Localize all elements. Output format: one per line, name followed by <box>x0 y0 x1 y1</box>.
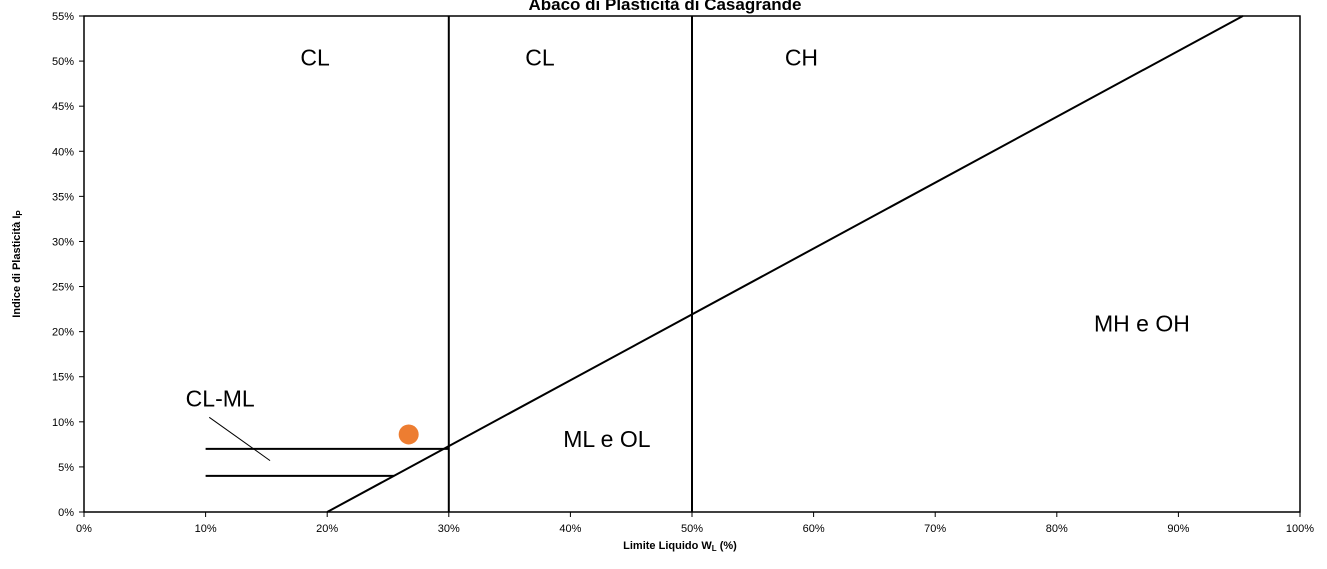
x-tick-label: 10% <box>195 523 217 535</box>
cl-ml-leader-line <box>208 416 271 462</box>
x-tick-label: 20% <box>316 523 338 535</box>
x-axis-title: Limite Liquido WL (%) <box>623 540 737 553</box>
region-label: CH <box>785 45 818 71</box>
y-tick-label: 55% <box>52 11 74 23</box>
y-axis-title: Indice di Plasticità IP <box>11 210 24 318</box>
y-tick-label: 45% <box>52 101 74 113</box>
y-tick-label: 35% <box>52 191 74 203</box>
y-tick-label: 15% <box>52 372 74 384</box>
y-tick-label: 5% <box>58 462 74 474</box>
x-tick-label: 40% <box>559 523 581 535</box>
x-tick-label: 0% <box>76 523 92 535</box>
x-tick-label: 50% <box>681 523 703 535</box>
y-tick-label: 40% <box>52 146 74 158</box>
x-tick-label: 100% <box>1286 523 1314 535</box>
x-tick-label: 80% <box>1046 523 1068 535</box>
chart-title: Abaco di Plasticità di Casagrande <box>528 0 801 14</box>
chart-line <box>326 15 1244 513</box>
x-tick-label: 70% <box>924 523 946 535</box>
region-label: CL <box>300 45 330 71</box>
y-tick-label: 30% <box>52 236 74 248</box>
y-tick-label: 10% <box>52 417 74 429</box>
x-tick-label: 30% <box>438 523 460 535</box>
x-tick-label: 90% <box>1167 523 1189 535</box>
x-tick-label: 60% <box>803 523 825 535</box>
region-label: ML e OL <box>563 426 651 452</box>
region-label: CL <box>525 45 555 71</box>
y-tick-label: 25% <box>52 282 74 294</box>
y-tick-label: 50% <box>52 56 74 68</box>
y-tick-label: 20% <box>52 327 74 339</box>
y-tick-label: 0% <box>58 507 74 519</box>
region-label: MH e OH <box>1094 311 1190 337</box>
data-point <box>398 424 419 445</box>
region-label: CL-ML <box>186 385 255 411</box>
